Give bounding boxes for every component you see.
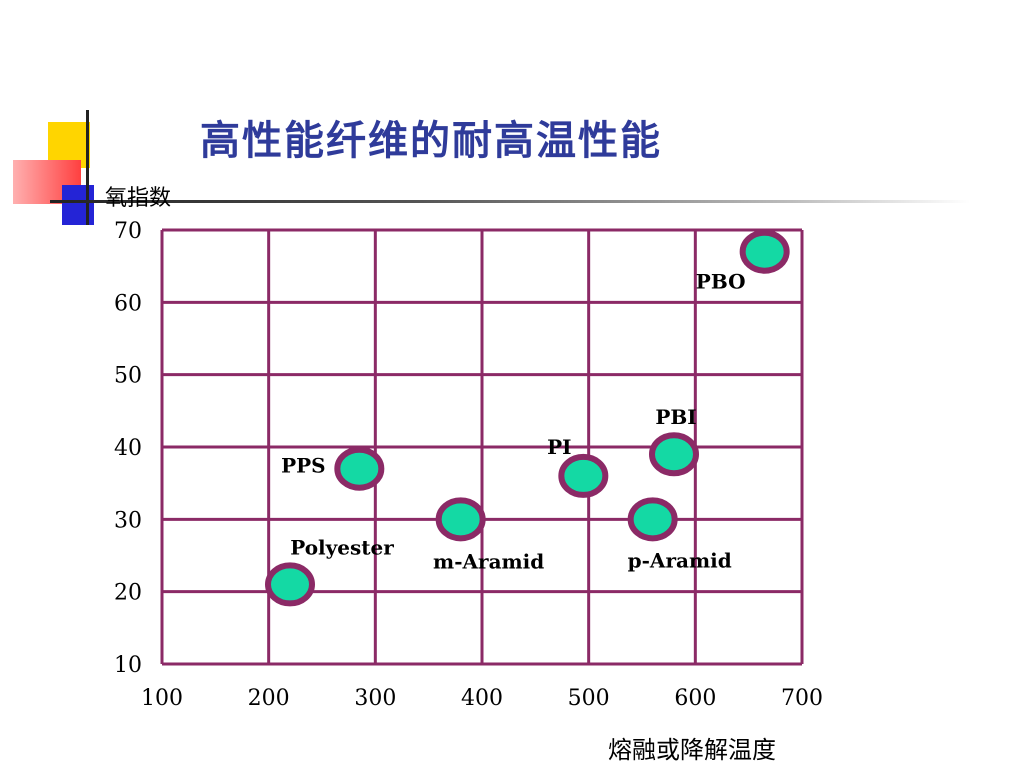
deco-horizontal-line	[50, 200, 970, 203]
data-point-label: m-Aramid	[433, 549, 544, 573]
y-tick-label: 40	[114, 436, 142, 461]
y-tick-label: 50	[114, 364, 142, 389]
data-point	[649, 432, 699, 477]
x-tick-label: 100	[141, 686, 183, 711]
data-point	[558, 453, 609, 498]
data-point-label: Polyester	[290, 535, 394, 559]
x-tick-label: 600	[674, 686, 716, 711]
x-tick-label: 300	[354, 686, 396, 711]
x-tick-label: 500	[568, 686, 610, 711]
data-point-label: PPS	[281, 454, 326, 478]
page-title: 高性能纤维的耐高温性能	[200, 118, 662, 164]
data-point-label: p-Aramid	[628, 548, 732, 572]
data-point-label: PI	[547, 435, 571, 459]
data-point	[265, 562, 315, 607]
y-axis-title: 氧指数	[105, 186, 172, 211]
y-tick-label: 30	[114, 508, 142, 533]
x-tick-label: 700	[781, 686, 823, 711]
data-point	[739, 229, 790, 274]
deco-vertical-line	[86, 110, 89, 225]
data-point-label: PBI	[655, 405, 696, 429]
data-point	[435, 497, 486, 542]
data-point	[627, 497, 678, 542]
data-point-label: PBO	[696, 270, 746, 294]
x-tick-label: 200	[248, 686, 290, 711]
y-tick-label: 10	[114, 653, 142, 678]
y-tick-label: 20	[114, 581, 142, 606]
x-tick-label: 400	[461, 686, 503, 711]
data-point	[334, 446, 385, 491]
x-axis-title: 熔融或降解温度	[608, 736, 776, 764]
y-tick-label: 60	[114, 291, 142, 316]
y-tick-label: 70	[114, 219, 142, 244]
